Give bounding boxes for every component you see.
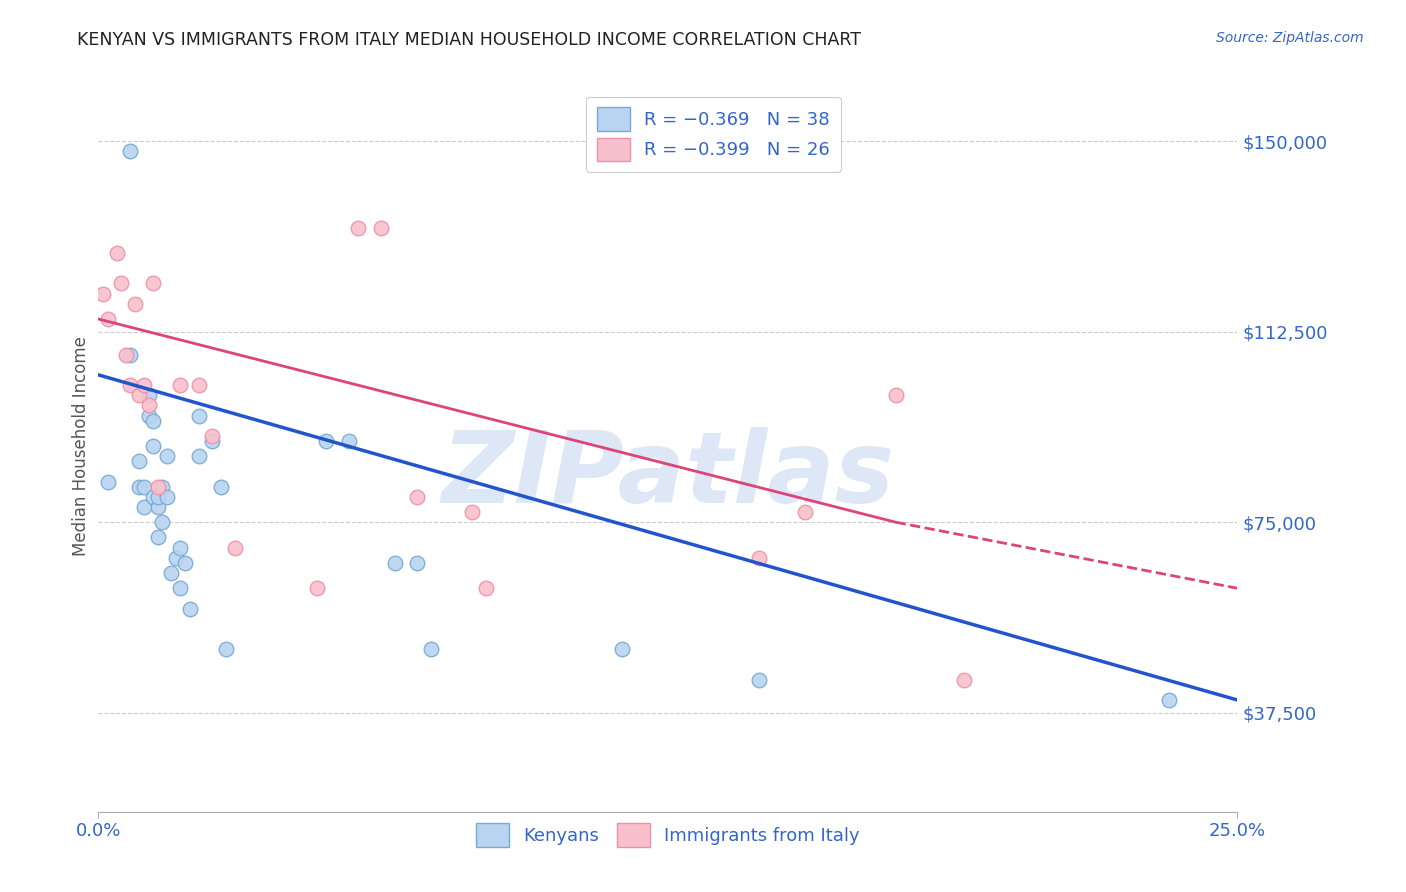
Point — [420, 642, 443, 657]
Point — [384, 556, 406, 570]
Point — [612, 642, 634, 657]
Point — [406, 490, 429, 504]
Point — [150, 480, 173, 494]
Point — [406, 556, 429, 570]
Point — [215, 642, 238, 657]
Point — [174, 556, 197, 570]
Text: ZIPatlas: ZIPatlas — [441, 426, 894, 524]
Point — [160, 566, 183, 580]
Point — [120, 378, 142, 392]
Point — [201, 434, 224, 448]
Point — [146, 500, 169, 514]
Point — [110, 277, 132, 291]
Point — [128, 454, 150, 468]
Point — [165, 550, 187, 565]
Point — [748, 550, 770, 565]
Point — [156, 490, 179, 504]
Point — [307, 581, 329, 595]
Point — [201, 429, 224, 443]
Point — [105, 246, 128, 260]
Point — [169, 541, 191, 555]
Point — [347, 220, 370, 235]
Point — [169, 581, 191, 595]
Point — [224, 541, 246, 555]
Point — [91, 286, 114, 301]
Point — [884, 388, 907, 402]
Point — [142, 439, 165, 453]
Point — [953, 673, 976, 687]
Point — [146, 490, 169, 504]
Point — [114, 347, 136, 362]
Point — [132, 480, 155, 494]
Text: KENYAN VS IMMIGRANTS FROM ITALY MEDIAN HOUSEHOLD INCOME CORRELATION CHART: KENYAN VS IMMIGRANTS FROM ITALY MEDIAN H… — [77, 31, 862, 49]
Point — [209, 480, 232, 494]
Point — [793, 505, 815, 519]
Point — [96, 312, 118, 326]
Point — [96, 475, 118, 489]
Point — [474, 581, 496, 595]
Point — [187, 449, 209, 463]
Point — [748, 673, 770, 687]
Legend: Kenyans, Immigrants from Italy: Kenyans, Immigrants from Italy — [470, 816, 866, 854]
Point — [120, 347, 142, 362]
Point — [142, 277, 165, 291]
Point — [337, 434, 360, 448]
Point — [132, 500, 155, 514]
Point — [1157, 693, 1180, 707]
Point — [315, 434, 337, 448]
Point — [128, 480, 150, 494]
Point — [142, 414, 165, 428]
Point — [128, 388, 150, 402]
Y-axis label: Median Household Income: Median Household Income — [72, 336, 90, 556]
Point — [187, 378, 209, 392]
Point — [138, 398, 160, 412]
Point — [187, 409, 209, 423]
Point — [124, 297, 146, 311]
Point — [142, 490, 165, 504]
Point — [120, 145, 142, 159]
Text: Source: ZipAtlas.com: Source: ZipAtlas.com — [1216, 31, 1364, 45]
Point — [146, 530, 169, 544]
Point — [169, 378, 191, 392]
Point — [461, 505, 484, 519]
Point — [132, 378, 155, 392]
Point — [156, 449, 179, 463]
Point — [150, 515, 173, 529]
Point — [146, 480, 169, 494]
Point — [138, 409, 160, 423]
Point — [179, 601, 201, 615]
Point — [138, 388, 160, 402]
Point — [370, 220, 392, 235]
